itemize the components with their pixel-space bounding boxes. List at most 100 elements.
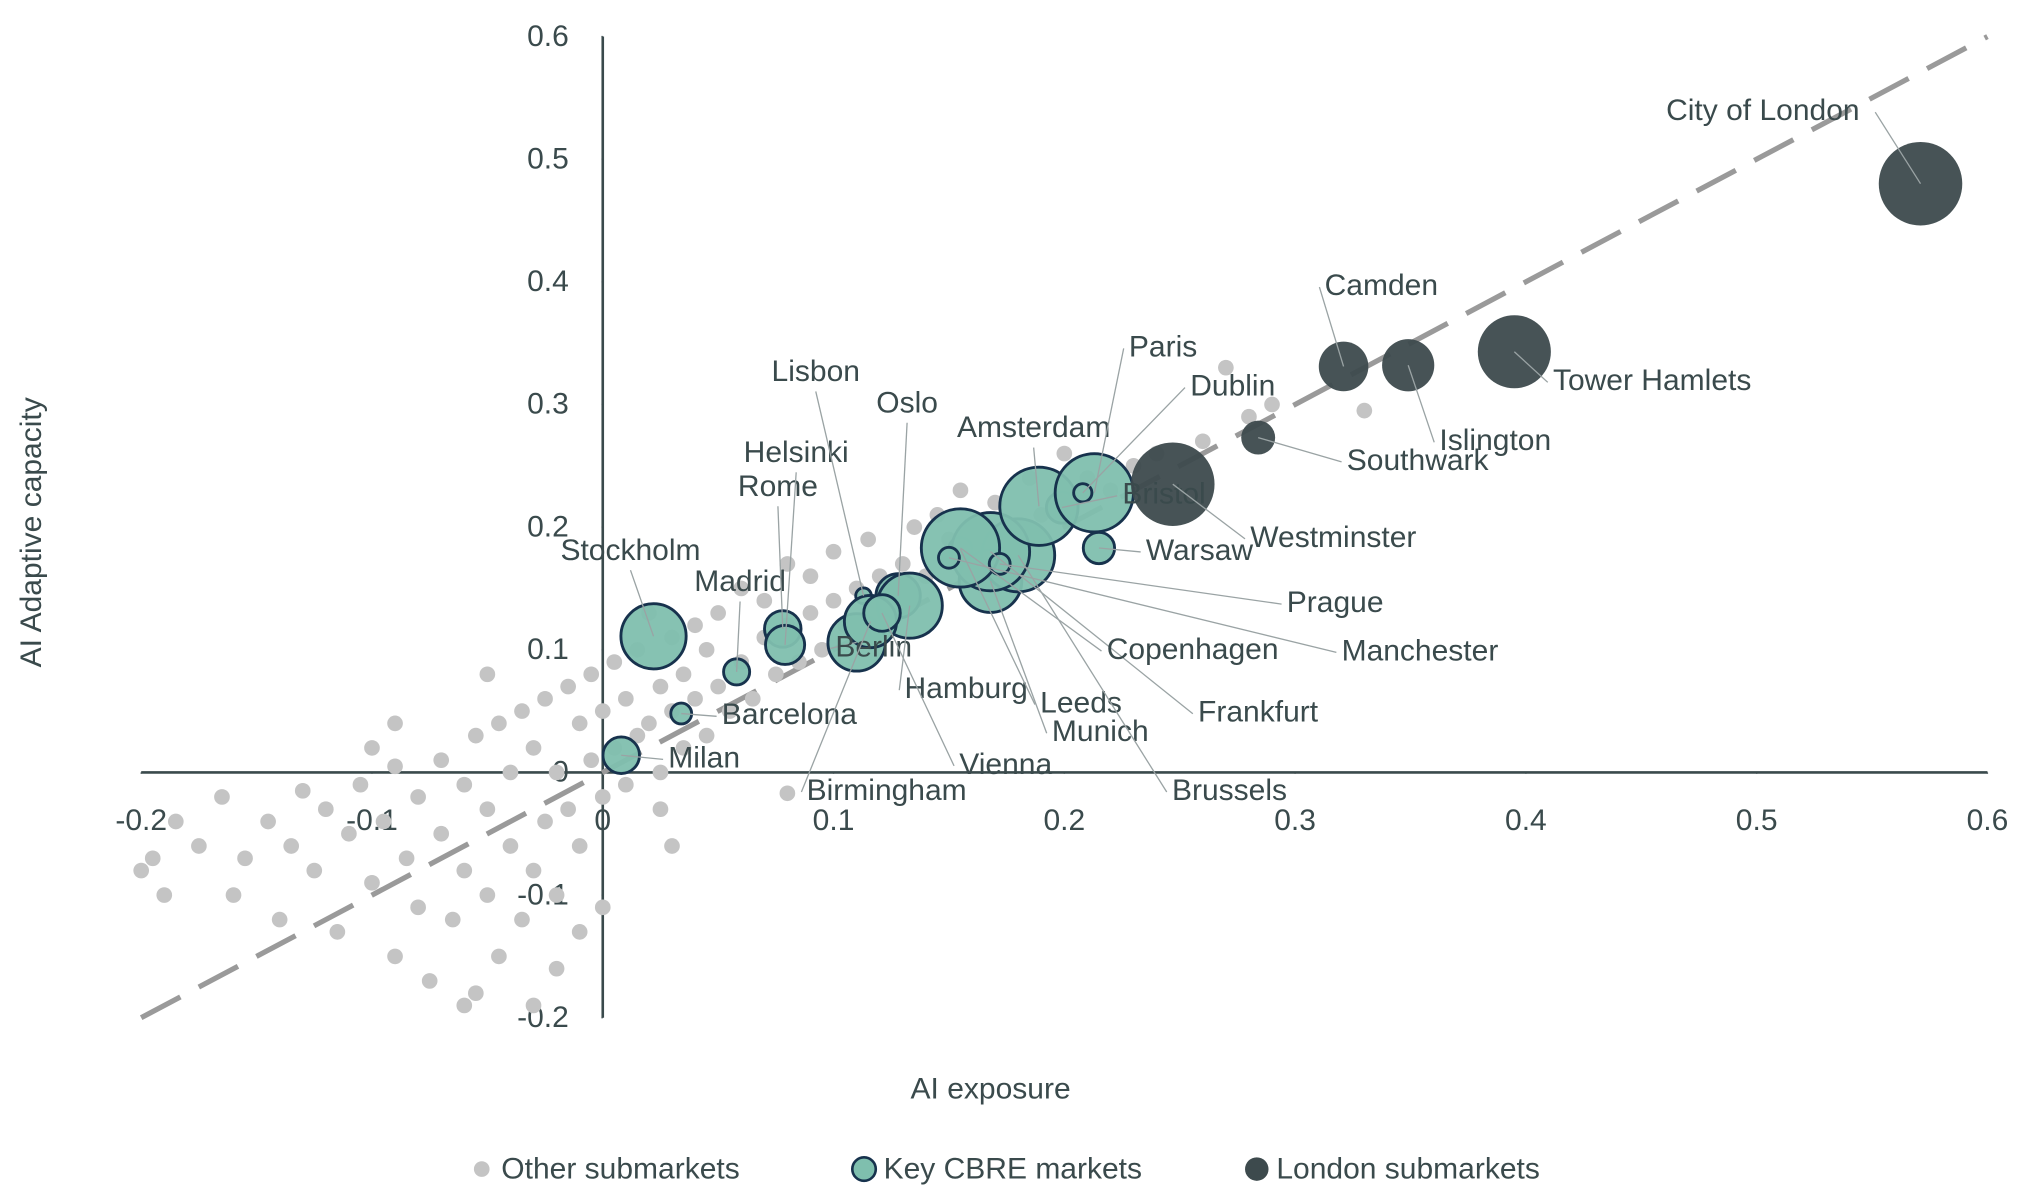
point bbox=[594, 899, 611, 916]
leader-line bbox=[999, 563, 1282, 605]
x-tick-label: -0.2 bbox=[115, 804, 167, 837]
bubble bbox=[919, 507, 1002, 589]
point bbox=[271, 911, 288, 928]
y-tick-label: 0.3 bbox=[527, 388, 569, 421]
point-label: Stockholm bbox=[560, 534, 700, 567]
point-label: Madrid bbox=[694, 565, 786, 598]
x-tick-label: 0.1 bbox=[813, 804, 855, 837]
x-tick-label: 0.5 bbox=[1736, 804, 1778, 837]
leader-line bbox=[1874, 111, 1922, 185]
leader-line bbox=[621, 754, 664, 761]
point bbox=[502, 764, 519, 781]
leader-line bbox=[898, 605, 911, 691]
bubble bbox=[1878, 141, 1963, 226]
point bbox=[652, 801, 669, 818]
point bbox=[571, 924, 588, 940]
leader-line bbox=[948, 557, 1337, 654]
point bbox=[525, 997, 542, 1014]
point-label: Frankfurt bbox=[1198, 696, 1319, 729]
point bbox=[744, 691, 761, 707]
point bbox=[594, 703, 611, 719]
point bbox=[571, 715, 588, 732]
point bbox=[687, 691, 703, 707]
y-tick-label: 0.5 bbox=[527, 142, 569, 175]
point-label: Manchester bbox=[1342, 634, 1499, 667]
point bbox=[675, 740, 692, 756]
point bbox=[375, 813, 392, 830]
leader-line bbox=[1017, 554, 1168, 793]
leader-line bbox=[959, 548, 1036, 705]
point bbox=[583, 666, 600, 683]
point bbox=[294, 782, 311, 799]
leader-line bbox=[735, 601, 741, 672]
point bbox=[698, 727, 715, 744]
point-label: Oslo bbox=[876, 386, 938, 419]
point-label: Islington bbox=[1439, 424, 1551, 457]
point bbox=[756, 592, 773, 609]
point-label: Camden bbox=[1325, 269, 1438, 302]
point bbox=[491, 715, 507, 732]
point bbox=[825, 543, 842, 560]
leader-line bbox=[800, 621, 872, 793]
point-label: Milan bbox=[668, 741, 740, 774]
leader-line bbox=[815, 391, 865, 596]
point bbox=[733, 580, 750, 597]
point bbox=[779, 556, 796, 572]
point bbox=[444, 911, 461, 928]
point bbox=[721, 703, 738, 719]
point-label: Barcelona bbox=[722, 698, 857, 731]
point bbox=[433, 825, 450, 842]
point bbox=[214, 789, 230, 805]
leader-line bbox=[881, 612, 955, 767]
point-label: Hamburg bbox=[904, 672, 1027, 705]
point bbox=[133, 862, 150, 879]
leader-line bbox=[960, 547, 1102, 652]
leader-line bbox=[829, 641, 857, 650]
legend-label: London submarkets bbox=[1276, 1152, 1540, 1185]
point bbox=[1264, 396, 1280, 413]
point-label: Westminster bbox=[1250, 521, 1416, 554]
x-tick-label: 0.3 bbox=[1274, 804, 1316, 837]
point bbox=[387, 715, 403, 732]
y-tick-label: 0.4 bbox=[527, 265, 569, 298]
leader-line bbox=[629, 569, 655, 637]
point-label: Vienna bbox=[959, 748, 1052, 781]
point bbox=[710, 605, 726, 621]
point bbox=[456, 776, 473, 793]
leader-line bbox=[897, 422, 908, 596]
leader-line bbox=[1098, 547, 1141, 553]
point-label: Dublin bbox=[1190, 369, 1275, 402]
point bbox=[225, 887, 242, 903]
point-label: Prague bbox=[1287, 586, 1384, 619]
point bbox=[548, 887, 565, 903]
point-label: Tower Hamlets bbox=[1553, 364, 1751, 397]
point bbox=[952, 482, 969, 499]
point bbox=[306, 862, 323, 879]
point bbox=[479, 887, 496, 903]
leader-line bbox=[1093, 348, 1125, 493]
point bbox=[802, 605, 819, 621]
y-tick-label: 0.1 bbox=[527, 633, 569, 666]
point bbox=[467, 727, 484, 744]
point bbox=[479, 666, 496, 683]
point bbox=[560, 801, 576, 818]
point bbox=[514, 911, 530, 928]
point-label: Copenhagen bbox=[1107, 633, 1279, 666]
x-tick-label: 0 bbox=[594, 804, 611, 837]
point bbox=[664, 838, 680, 854]
point-label: Brussels bbox=[1172, 774, 1287, 807]
series-2 bbox=[1131, 141, 1963, 526]
point-label: Berlin bbox=[835, 630, 912, 663]
point bbox=[906, 519, 923, 535]
point bbox=[364, 740, 380, 756]
x-tick-label: 0.6 bbox=[1967, 804, 2009, 837]
point bbox=[629, 727, 646, 744]
point bbox=[652, 678, 669, 695]
point bbox=[167, 813, 184, 830]
point-label: Paris bbox=[1129, 330, 1197, 363]
point-label: Warsaw bbox=[1146, 534, 1254, 567]
point bbox=[410, 899, 426, 916]
point bbox=[329, 924, 346, 940]
